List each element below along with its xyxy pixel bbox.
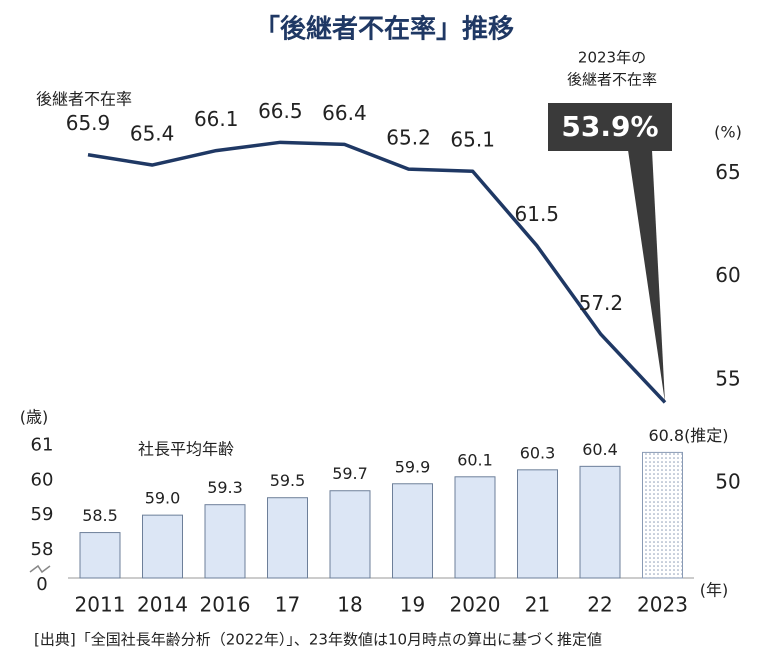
x-tick-label: 19 xyxy=(400,593,425,617)
y2-tick-label: 65 xyxy=(715,160,740,184)
y-tick-label: 60 xyxy=(31,469,54,490)
source: [出典]「全国社長年齢分析（2022年）」、23年数値は10月時点の算出に基づく… xyxy=(34,631,602,649)
y2-tick-label: 55 xyxy=(715,366,740,390)
chart-title: 「後継者不在率」推移 xyxy=(254,14,514,45)
bar-label: 60.4 xyxy=(582,440,618,459)
line-label: 66.4 xyxy=(322,101,367,125)
line-label: 65.4 xyxy=(130,122,175,146)
y-unit: (歳) xyxy=(20,408,49,427)
bar xyxy=(204,504,246,579)
x-tick-label: 2016 xyxy=(200,593,251,617)
x-tick-label: 2020 xyxy=(450,593,501,617)
x-tick-label: 21 xyxy=(525,593,550,617)
y-tick-label: 59 xyxy=(31,504,54,525)
line-legend: 後継者不在率 xyxy=(36,90,132,109)
x-tick-label: 17 xyxy=(275,593,300,617)
bar xyxy=(79,532,121,579)
bar xyxy=(142,514,183,579)
bar-label: 59.7 xyxy=(332,464,368,483)
bar-label: 60.3 xyxy=(520,443,556,462)
callout-pointer xyxy=(628,150,665,403)
line-label: 66.5 xyxy=(258,99,303,123)
annotation: 後継者不在率 xyxy=(567,71,657,89)
bar xyxy=(329,490,371,579)
x-tick-label: 2014 xyxy=(137,593,188,617)
bar-label: 59.9 xyxy=(395,457,431,476)
y-tick-label: 61 xyxy=(31,434,54,455)
x-unit: (年) xyxy=(700,581,729,600)
line-label: 66.1 xyxy=(194,107,239,131)
bar xyxy=(392,483,433,579)
annotation: 2023年の xyxy=(578,49,646,67)
line-label: 61.5 xyxy=(515,202,560,226)
bar-legend: 社長平均年齢 xyxy=(138,440,234,459)
y2-tick-label: 50 xyxy=(715,470,740,494)
callout-value: 53.9% xyxy=(561,110,658,143)
axis-break xyxy=(29,564,51,574)
y-tick-label: 58 xyxy=(31,539,54,560)
bar-label: 59.3 xyxy=(207,478,243,497)
bar xyxy=(579,465,621,579)
line-label: 65.1 xyxy=(450,128,495,152)
bar-label: 59.0 xyxy=(145,489,181,508)
y2-unit: (%) xyxy=(714,123,742,142)
line-label: 57.2 xyxy=(579,291,624,315)
bar xyxy=(267,497,308,579)
bar xyxy=(642,451,683,579)
bar-label: 59.5 xyxy=(270,471,306,490)
x-tick-label: 18 xyxy=(337,593,362,617)
x-tick-label: 2023 xyxy=(637,593,688,617)
y-tick-label: 0 xyxy=(36,574,47,595)
x-tick-label: 22 xyxy=(587,593,612,617)
line-label: 65.2 xyxy=(386,126,431,150)
x-tick-label: 2011 xyxy=(75,593,126,617)
bar-label: 60.1 xyxy=(457,450,493,469)
callout-box xyxy=(548,103,672,151)
line-label: 65.9 xyxy=(66,111,111,135)
line xyxy=(87,140,667,404)
bar xyxy=(517,469,558,579)
bar-label: 58.5 xyxy=(82,506,118,525)
bar xyxy=(454,476,496,579)
bar-label: 60.8(推定) xyxy=(648,426,728,445)
y2-tick-label: 60 xyxy=(715,263,740,287)
